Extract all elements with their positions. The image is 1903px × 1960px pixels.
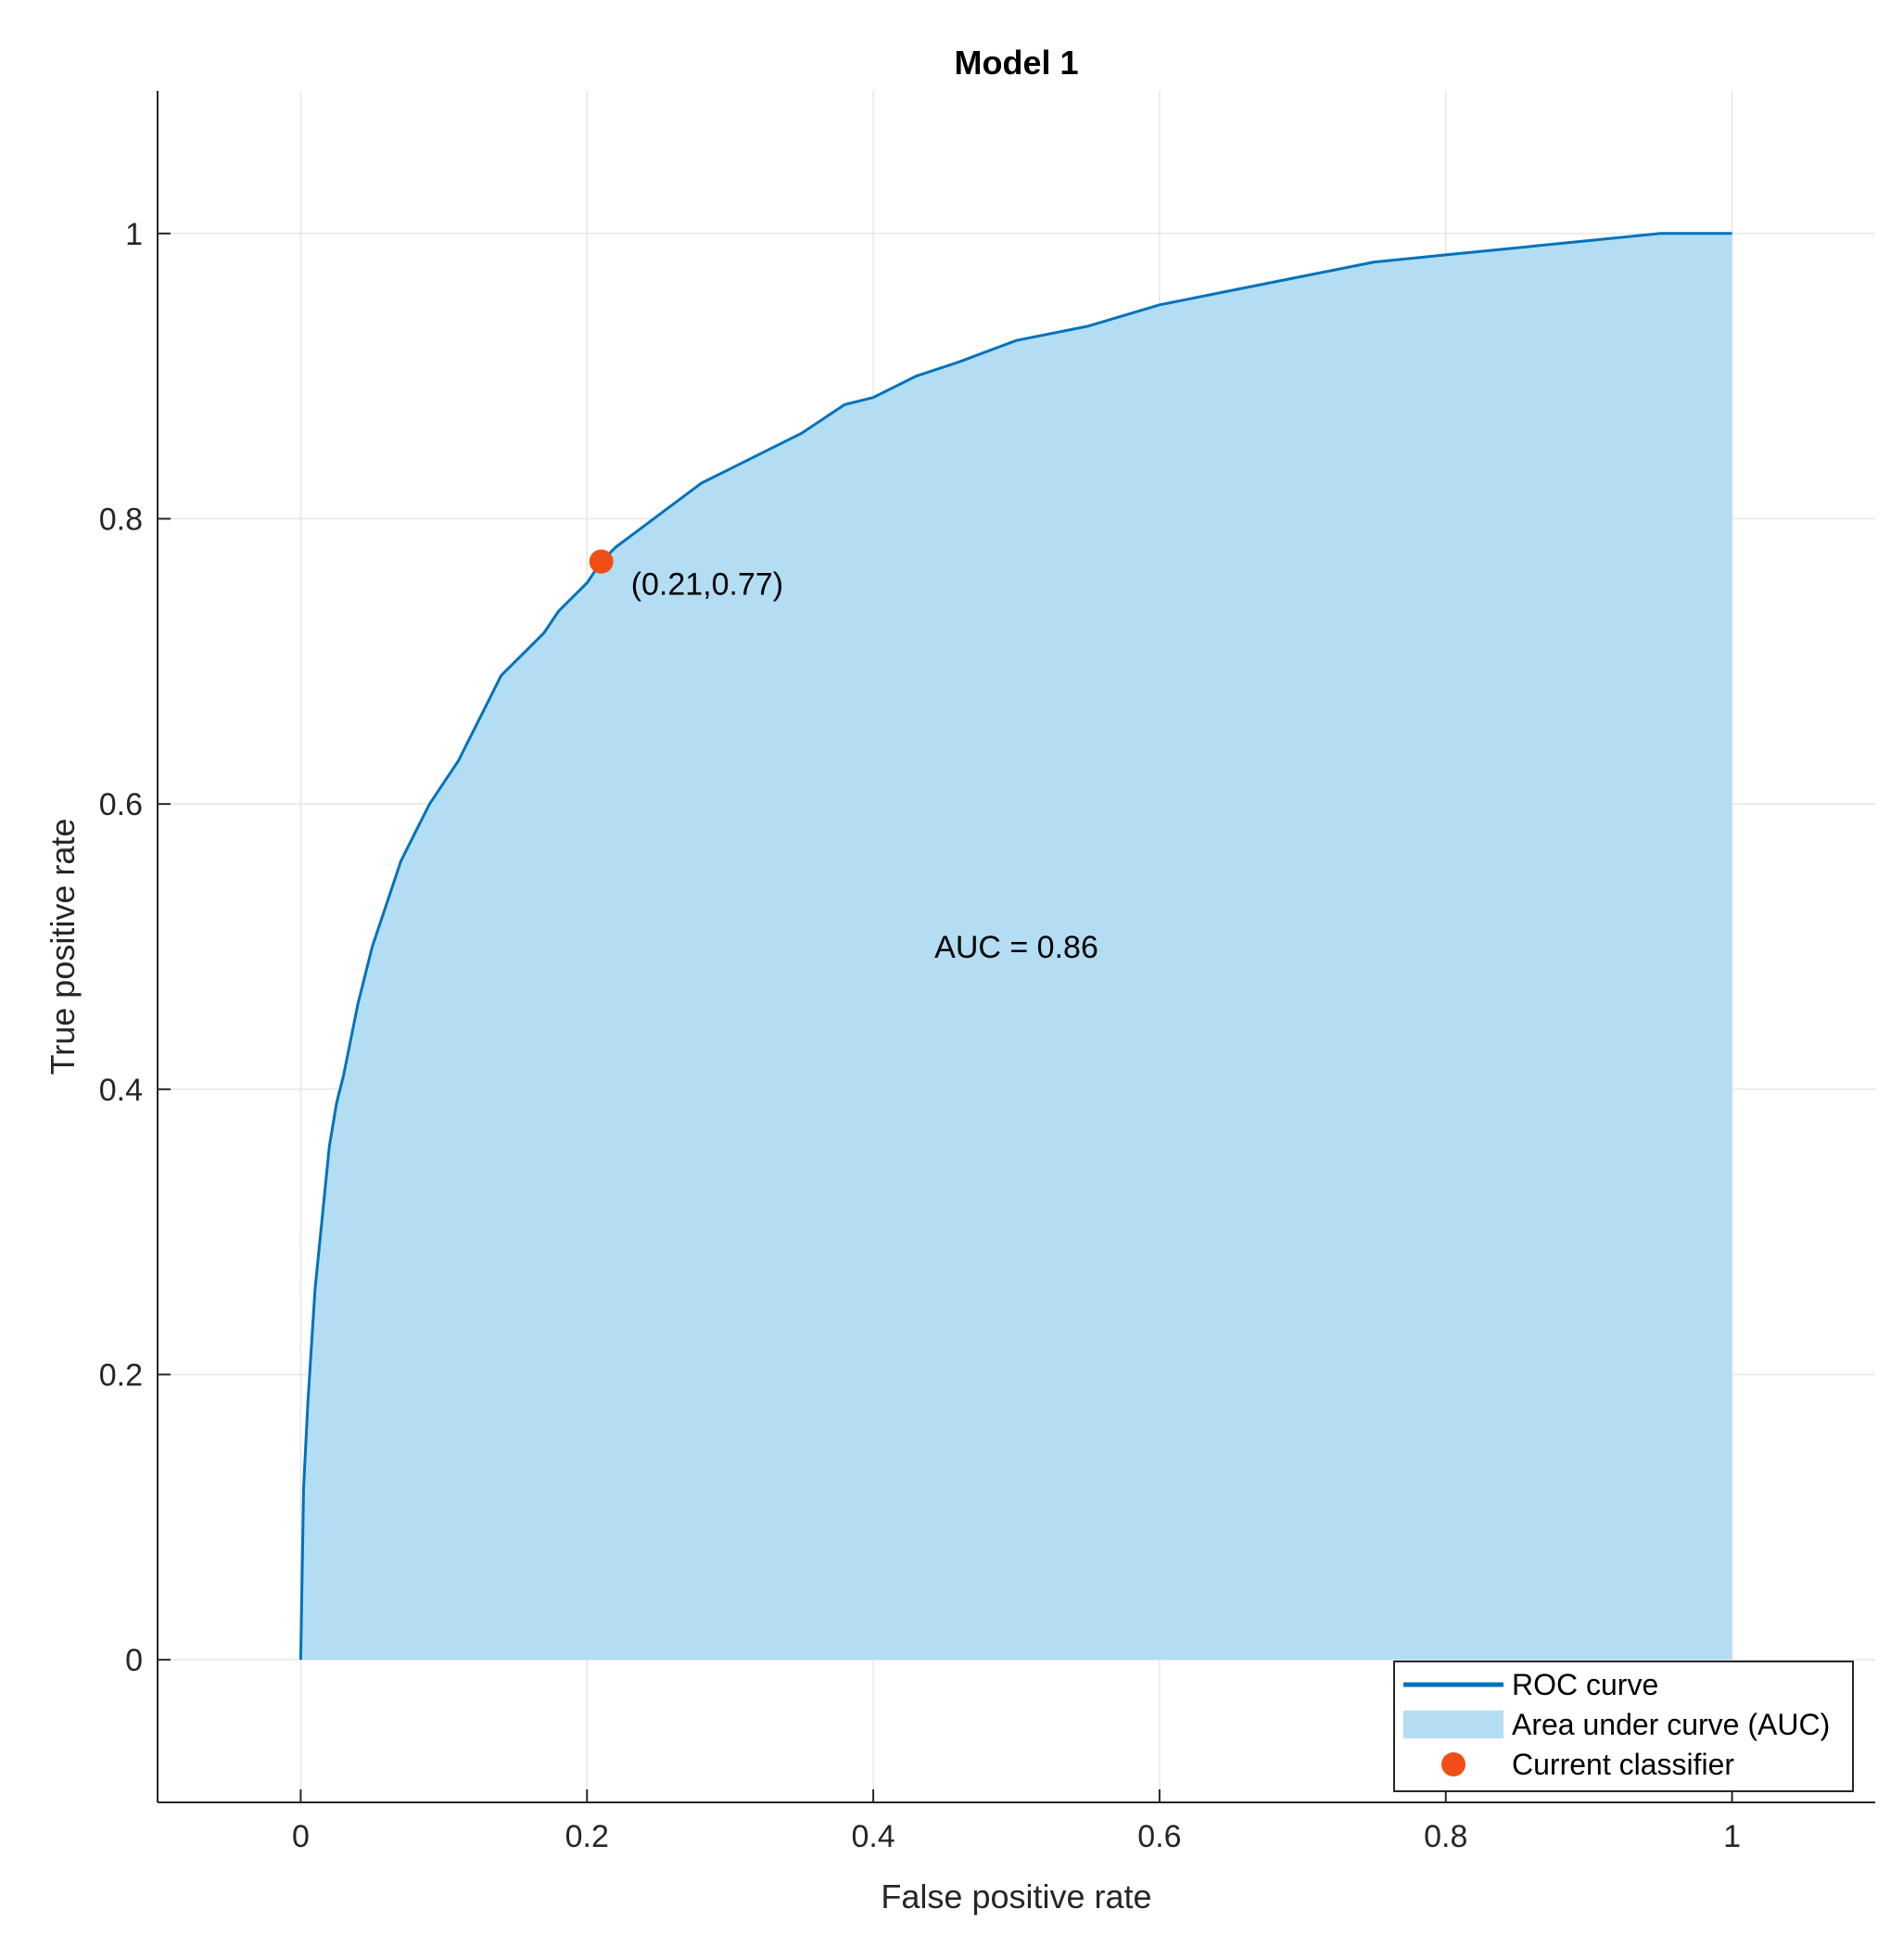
x-axis-title: False positive rate <box>881 1877 1151 1915</box>
legend-label-classifier: Current classifier <box>1512 1748 1734 1781</box>
y-tick-label: 0.2 <box>99 1358 143 1394</box>
x-axis-ticks: 0 0.2 0.4 0.6 0.8 1 <box>292 1789 1741 1854</box>
y-tick-label: 0.8 <box>99 503 143 538</box>
y-tick-label: 0.4 <box>99 1073 143 1108</box>
legend: ROC curve Area under curve (AUC) Current… <box>1393 1661 1854 1792</box>
y-tick-label: 1 <box>125 217 143 252</box>
chart-title: Model 1 <box>954 44 1078 82</box>
x-tick-label: 0 <box>292 1819 310 1854</box>
x-tick-label: 0.8 <box>1424 1819 1467 1854</box>
y-tick-label: 0 <box>125 1643 143 1678</box>
legend-label-roc: ROC curve <box>1512 1668 1658 1701</box>
legend-auc-swatch <box>1403 1711 1503 1738</box>
x-tick-label: 0.4 <box>851 1819 894 1854</box>
current-classifier-label: (0.21,0.77) <box>631 567 783 603</box>
y-axis-title: True positive rate <box>44 819 82 1075</box>
legend-classifier-swatch <box>1441 1752 1465 1776</box>
y-tick-label: 0.6 <box>99 787 143 822</box>
auc-annotation: AUC = 0.86 <box>934 930 1098 965</box>
x-tick-label: 0.2 <box>565 1819 609 1854</box>
roc-curve-line <box>298 232 1732 1661</box>
auc-area <box>300 233 1732 1661</box>
x-tick-label: 0.6 <box>1137 1819 1181 1854</box>
current-classifier-marker <box>589 549 614 574</box>
legend-label-auc: Area under curve (AUC) <box>1512 1708 1830 1741</box>
x-tick-label: 1 <box>1723 1819 1741 1854</box>
y-axis-ticks: 0 0.2 0.4 0.6 0.8 1 <box>99 217 171 1678</box>
